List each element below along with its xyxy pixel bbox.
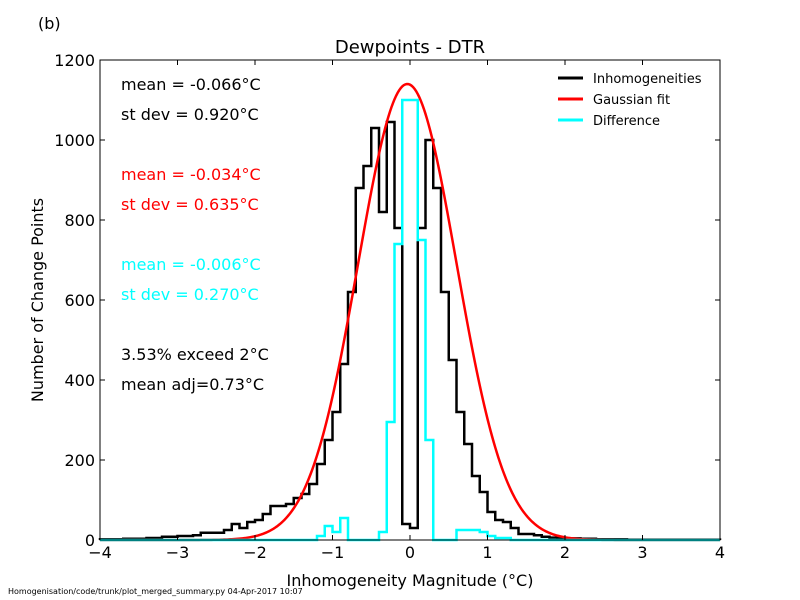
- legend-label: Difference: [593, 114, 660, 129]
- plot-area: [98, 82, 722, 542]
- x-tick-label: 2: [560, 543, 570, 562]
- annotation-text: mean = -0.066°C: [121, 75, 261, 94]
- x-tick-label: 4: [715, 543, 725, 562]
- x-tick-label: −2: [243, 543, 267, 562]
- inhomogeneities-series: [98, 120, 722, 541]
- x-tick-label: −3: [166, 543, 190, 562]
- annotation-text: mean = -0.034°C: [121, 165, 261, 184]
- y-tick-label: 400: [64, 371, 95, 390]
- x-tick-label: −4: [88, 543, 112, 562]
- annotation-text: mean = -0.006°C: [121, 255, 261, 274]
- x-tick-label: −1: [321, 543, 345, 562]
- annotation-text: mean adj=0.73°C: [121, 375, 264, 394]
- chart-title: Dewpoints - DTR: [335, 37, 485, 58]
- y-tick-label: 1000: [54, 131, 95, 150]
- x-axis-label: Inhomogeneity Magnitude (°C): [287, 571, 534, 590]
- annotation-text: st dev = 0.920°C: [121, 105, 259, 124]
- y-tick-label: 0: [85, 531, 95, 550]
- annotation-text: st dev = 0.270°C: [121, 285, 259, 304]
- y-tick-label: 200: [64, 451, 95, 470]
- y-tick-label: 1200: [54, 51, 95, 70]
- axis-ticks: −4 −3 −2 −1 0 1 2 3 4 0 200 400 600 800 1000 1200: [54, 51, 725, 562]
- x-tick-label: 1: [482, 543, 492, 562]
- x-tick-label: 3: [637, 543, 647, 562]
- y-tick-label: 800: [64, 211, 95, 230]
- annotation-text: st dev = 0.635°C: [121, 195, 259, 214]
- y-tick-label: 600: [64, 291, 95, 310]
- difference-series: [100, 98, 720, 542]
- stats-annotations: mean = -0.066°C st dev = 0.920°C mean = -0…: [121, 75, 269, 394]
- legend-label: Gaussian fit: [593, 93, 670, 108]
- gaussian-fit-series: [100, 82, 720, 542]
- x-tick-label: 0: [405, 543, 415, 562]
- y-axis-label: Number of Change Points: [28, 198, 47, 402]
- legend: Inhomogeneities Gaussian fit Difference: [558, 72, 702, 129]
- footer-text: Homogenisation/code/trunk/plot_merged_su…: [8, 587, 303, 596]
- legend-label: Inhomogeneities: [593, 72, 702, 87]
- plot-frame: [99, 59, 721, 541]
- annotation-text: 3.53% exceed 2°C: [121, 345, 269, 364]
- panel-label: (b): [38, 14, 61, 33]
